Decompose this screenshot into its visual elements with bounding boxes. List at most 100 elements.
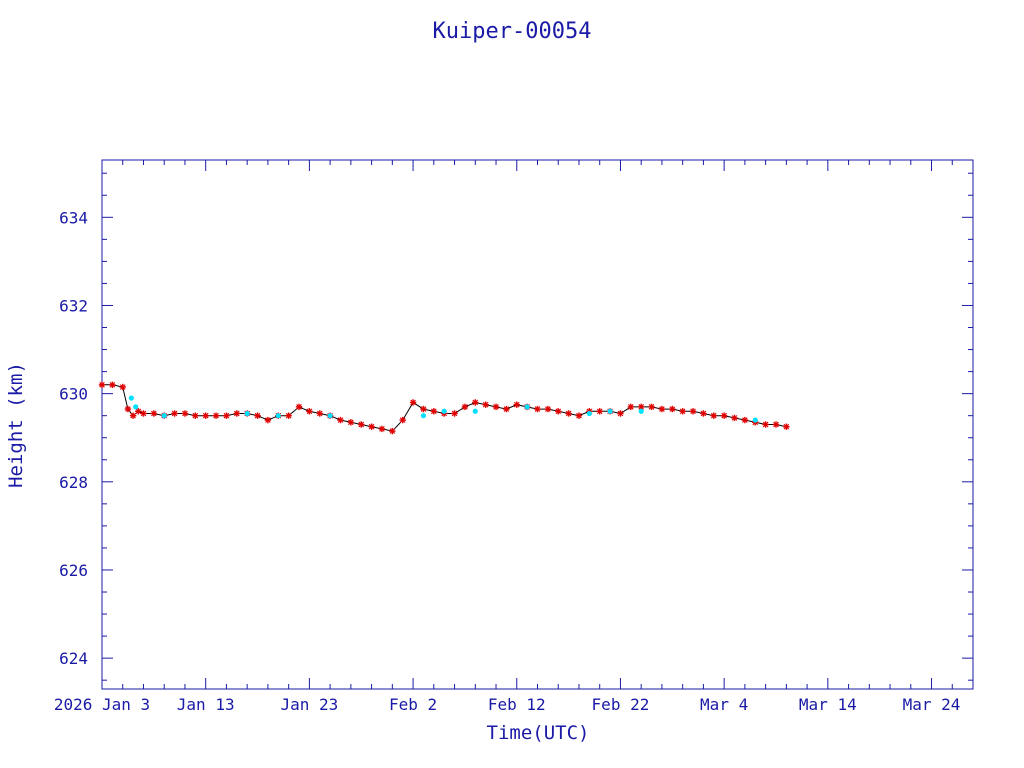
data-point bbox=[544, 405, 552, 413]
data-point-stroke bbox=[451, 410, 458, 417]
data-point bbox=[295, 403, 303, 411]
data-point bbox=[192, 412, 199, 419]
data-point bbox=[327, 413, 333, 419]
data-point bbox=[254, 412, 261, 419]
data-point bbox=[275, 413, 281, 419]
data-point-stroke bbox=[399, 417, 406, 423]
data-point bbox=[720, 412, 728, 419]
data-point-stroke bbox=[690, 408, 696, 415]
data-point-stroke bbox=[296, 404, 302, 410]
data-point bbox=[710, 412, 717, 419]
data-point bbox=[378, 425, 386, 433]
data-point bbox=[306, 408, 313, 415]
data-point-stroke bbox=[223, 412, 230, 419]
series-line bbox=[102, 384, 787, 432]
data-point-stroke bbox=[659, 406, 665, 412]
data-point-stroke bbox=[710, 412, 717, 419]
data-point-stroke bbox=[783, 423, 790, 430]
y-axis-ticks: 624 626 628 630 632 634 bbox=[59, 172, 973, 681]
data-point-stroke bbox=[358, 421, 365, 428]
data-point bbox=[441, 408, 447, 414]
y-axis-label: Height (km) bbox=[5, 362, 27, 488]
data-point-stroke bbox=[731, 415, 738, 421]
data-point-stroke bbox=[482, 401, 489, 408]
data-point bbox=[741, 416, 749, 424]
data-point-stroke bbox=[721, 412, 727, 419]
data-point bbox=[124, 405, 132, 413]
data-point-stroke bbox=[348, 419, 354, 426]
data-point-stroke bbox=[140, 410, 147, 417]
data-point bbox=[337, 416, 344, 424]
data-point-stroke bbox=[420, 406, 427, 412]
data-point bbox=[368, 423, 375, 430]
data-point bbox=[762, 421, 769, 428]
data-point bbox=[119, 383, 126, 391]
data-point bbox=[171, 410, 178, 417]
x-tick-label: Feb 12 bbox=[488, 695, 546, 714]
data-point-stroke bbox=[109, 382, 116, 388]
data-point-stroke bbox=[389, 428, 396, 434]
data-point bbox=[534, 405, 541, 413]
plot-frame bbox=[101, 159, 974, 690]
data-point-stroke bbox=[316, 410, 323, 417]
data-point bbox=[638, 408, 644, 414]
y-tick-label: 628 bbox=[59, 473, 88, 492]
data-point-stroke bbox=[125, 406, 131, 412]
data-point-stroke bbox=[202, 412, 209, 419]
data-point bbox=[492, 403, 500, 411]
data-point bbox=[133, 404, 139, 410]
data-point-stroke bbox=[379, 426, 385, 432]
data-point-stroke bbox=[493, 404, 499, 410]
data-point bbox=[244, 410, 250, 417]
data-point bbox=[98, 381, 106, 389]
data-point bbox=[399, 416, 406, 424]
data-point-stroke bbox=[306, 408, 313, 415]
data-point-stroke bbox=[742, 417, 748, 423]
data-point-stroke bbox=[254, 412, 261, 419]
data-point-stroke bbox=[410, 399, 416, 406]
data-point bbox=[783, 423, 790, 430]
data-point bbox=[607, 408, 613, 414]
data-point bbox=[658, 405, 666, 413]
data-point bbox=[772, 421, 780, 428]
data-point bbox=[223, 412, 230, 419]
data-point-stroke bbox=[503, 406, 510, 412]
data-point-stroke bbox=[472, 399, 479, 406]
data-point bbox=[109, 381, 116, 389]
data-point-stroke bbox=[555, 408, 562, 415]
data-point bbox=[679, 408, 686, 415]
data-point-stroke bbox=[368, 423, 375, 430]
data-point bbox=[285, 412, 292, 419]
data-point bbox=[202, 412, 209, 419]
data-point bbox=[129, 412, 137, 419]
data-point-stroke bbox=[99, 382, 105, 388]
data-point bbox=[482, 401, 489, 408]
data-point-stroke bbox=[513, 401, 520, 408]
x-tick-label: Feb 2 bbox=[389, 695, 437, 714]
data-point bbox=[731, 414, 738, 422]
data-point-stroke bbox=[265, 417, 271, 423]
data-point-stroke bbox=[596, 408, 603, 415]
data-point bbox=[358, 421, 365, 428]
data-point bbox=[316, 410, 323, 417]
data-point bbox=[555, 408, 562, 415]
data-point-stroke bbox=[430, 408, 437, 415]
data-point-stroke bbox=[627, 404, 634, 410]
data-point-stroke bbox=[648, 404, 655, 410]
y-tick-label: 626 bbox=[59, 561, 88, 580]
data-point bbox=[648, 403, 655, 411]
data-point bbox=[128, 395, 134, 401]
data-point-stroke bbox=[638, 404, 645, 410]
data-point bbox=[264, 416, 272, 424]
data-point-stroke bbox=[762, 421, 769, 428]
x-tick-label: Feb 22 bbox=[592, 695, 650, 714]
data-point bbox=[472, 408, 478, 414]
data-point-stroke bbox=[171, 410, 178, 417]
x-axis-ticks: 2026 Jan 3 Jan 13 Jan 23 Feb 2 Feb 12 Feb 22 M… bbox=[54, 160, 974, 714]
series-points bbox=[98, 381, 790, 435]
data-point bbox=[181, 410, 189, 417]
data-point bbox=[596, 408, 603, 415]
x-tick-label: Mar 4 bbox=[700, 695, 748, 714]
x-tick-label: Jan 13 bbox=[177, 695, 235, 714]
